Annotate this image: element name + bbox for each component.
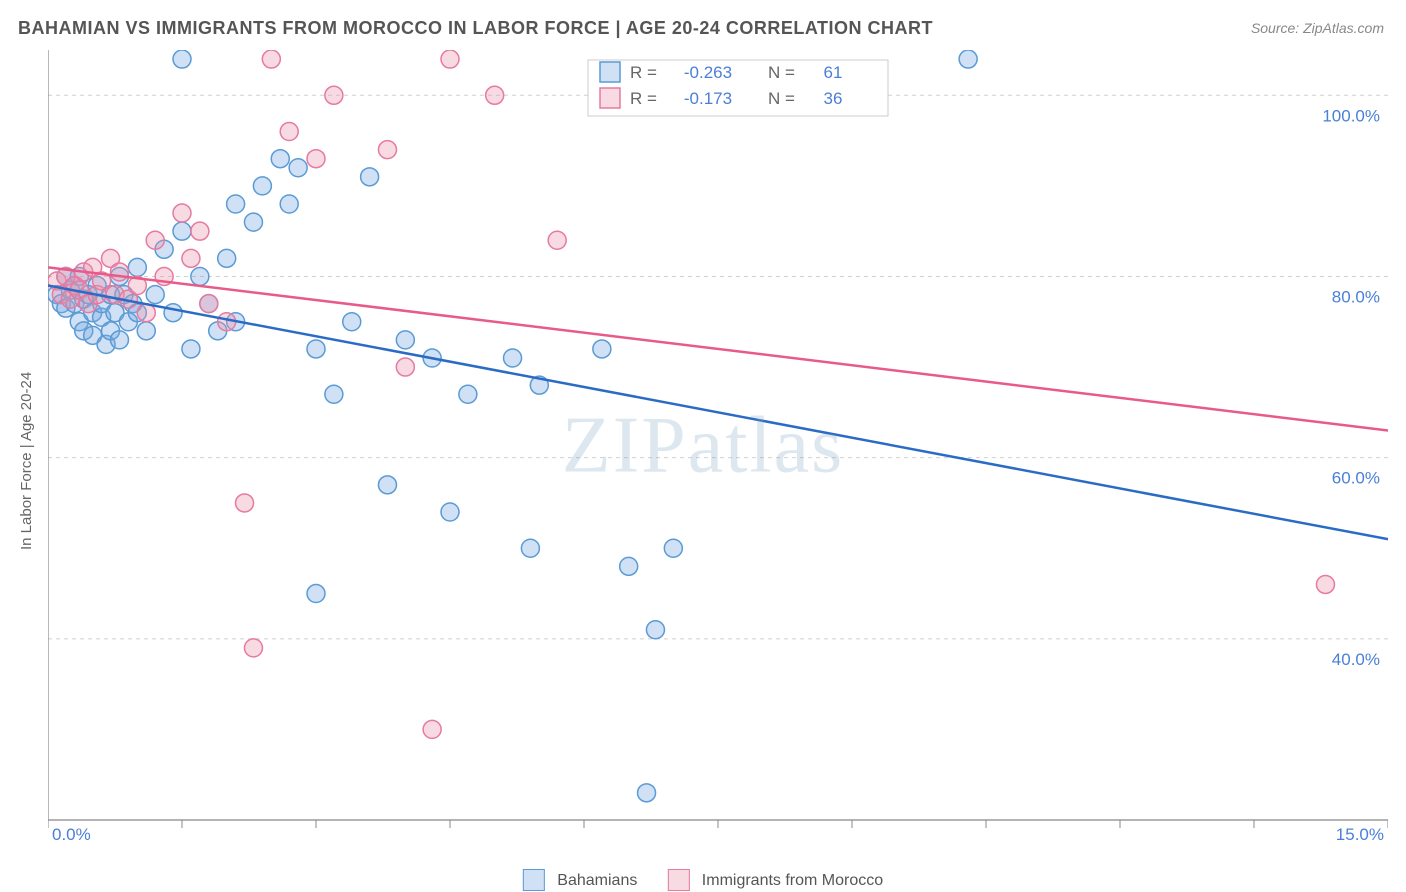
svg-text:61: 61 (824, 63, 843, 82)
svg-text:60.0%: 60.0% (1332, 469, 1380, 488)
svg-text:15.0%: 15.0% (1336, 825, 1384, 840)
legend-label: Immigrants from Morocco (702, 872, 883, 889)
svg-text:N =: N = (768, 89, 795, 108)
y-axis-label: In Labor Force | Age 20-24 (18, 372, 35, 550)
svg-text:N =: N = (768, 63, 795, 82)
svg-text:0.0%: 0.0% (52, 825, 91, 840)
svg-text:40.0%: 40.0% (1332, 650, 1380, 669)
correlation-scatter-chart: 40.0% 60.0% 80.0% 100.0% 0.0% 15.0% R = -0.263 N… (48, 50, 1388, 840)
legend-item-bahamians: Bahamians (523, 870, 638, 892)
svg-text:-0.173: -0.173 (684, 89, 732, 108)
svg-text:-0.263: -0.263 (684, 63, 732, 82)
svg-text:100.0%: 100.0% (1322, 106, 1380, 125)
square-icon (523, 869, 545, 891)
source-credit: Source: ZipAtlas.com (1251, 20, 1384, 36)
svg-text:R =: R = (630, 63, 657, 82)
chart-title: BAHAMIAN VS IMMIGRANTS FROM MOROCCO IN L… (18, 18, 933, 39)
square-icon (667, 869, 689, 891)
svg-text:R =: R = (630, 89, 657, 108)
bottom-legend: Bahamians Immigrants from Morocco (523, 870, 883, 892)
svg-text:80.0%: 80.0% (1332, 287, 1380, 306)
legend-label: Bahamians (557, 872, 637, 889)
svg-text:36: 36 (824, 89, 843, 108)
legend-item-morocco: Immigrants from Morocco (667, 870, 883, 892)
